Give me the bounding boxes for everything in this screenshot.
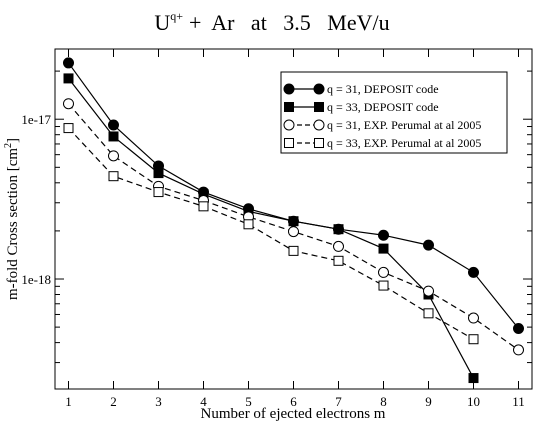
data-point [468,266,479,278]
data-point [288,245,299,256]
x-tick-label: 8 [380,394,387,409]
legend: q = 31, DEPOSIT code q = 33, DEPOSIT code… [280,71,508,154]
data-point [333,224,344,235]
y-axis-label: m-fold Cross section [cm2] [3,138,21,300]
data-point [63,123,74,134]
x-tick-label: 4 [200,394,207,409]
y-tick-labels: 1e-18 1e-17 [21,112,51,287]
legend-label: q = 31, EXP. Perumal at al 2005 [327,118,481,132]
x-tick-label: 5 [245,394,252,409]
legend-marker [284,102,294,112]
data-point [243,219,254,230]
data-point [333,255,344,266]
series-line [68,127,474,340]
legend-entry-4: q = 33, EXP. Perumal at al 2005 [284,136,481,150]
x-axis-label: Number of ejected electrons m [201,406,386,422]
series-layer [63,57,524,384]
data-point [423,239,434,251]
series-4 [63,123,479,345]
data-point [423,308,434,319]
data-point [288,226,299,238]
data-point [108,171,119,182]
x-tick-label: 3 [155,394,162,409]
legend-label: q = 33, DEPOSIT code [327,100,439,114]
data-point [153,168,164,179]
data-point [198,201,209,212]
data-point [378,266,389,278]
legend-items: q = 31, DEPOSIT code q = 33, DEPOSIT code… [283,82,481,150]
legend-marker [284,138,294,148]
chart-title: Uq+ + Ar at 3.5 MeV/u [154,9,389,35]
data-point [378,243,389,254]
legend-entry-3: q = 31, EXP. Perumal at al 2005 [283,118,481,132]
legend-marker [313,119,325,131]
y-tick-label: 1e-17 [21,112,51,127]
data-point [63,73,74,84]
x-tick-label: 10 [467,394,480,409]
title-rest: + Ar at 3.5 MeV/u [189,10,390,35]
legend-marker [283,83,295,95]
data-point [153,187,164,198]
legend-marker [313,83,325,95]
data-point [108,150,119,162]
data-point [108,119,119,131]
data-point [63,57,74,69]
x-tick-label: 9 [425,394,432,409]
data-point [468,312,479,324]
data-point [468,334,479,345]
data-point [108,131,119,142]
x-tick-labels: 1 2 3 4 5 6 7 8 9 10 11 [65,394,525,409]
data-point [333,240,344,252]
x-tick-label: 2 [110,394,117,409]
legend-marker [283,119,295,131]
y-axis-label-superscript: 2 [3,143,14,148]
legend-entry-1: q = 31, DEPOSIT code [283,82,439,96]
data-point [63,98,74,110]
legend-label: q = 33, EXP. Perumal at al 2005 [327,136,481,150]
legend-label: q = 31, DEPOSIT code [327,82,439,96]
x-tick-label: 1 [65,394,72,409]
y-axis-label-close: ] [5,138,21,143]
legend-marker [314,102,324,112]
data-point [378,280,389,291]
legend-marker [314,138,324,148]
title-superscript: q+ [170,9,183,23]
data-point [288,216,299,227]
axis-ticks [55,49,532,389]
data-point [378,229,389,241]
series-line [68,78,475,379]
data-point [513,344,524,356]
y-tick-label: 1e-18 [21,272,51,287]
x-tick-label: 11 [512,394,525,409]
x-tick-label: 7 [335,394,342,409]
x-tick-label: 6 [290,394,297,409]
data-point [423,285,434,297]
data-point [468,373,479,384]
data-point [513,323,524,335]
legend-entry-2: q = 33, DEPOSIT code [284,100,439,114]
